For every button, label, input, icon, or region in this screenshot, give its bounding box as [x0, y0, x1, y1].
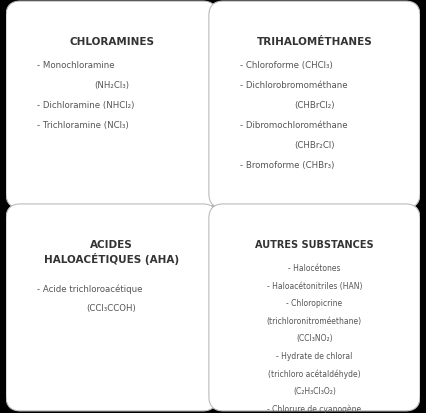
- Text: - Dichloramine (NHCl₂): - Dichloramine (NHCl₂): [37, 101, 135, 110]
- Text: (C₂H₃Cl₃O₂): (C₂H₃Cl₃O₂): [293, 386, 336, 394]
- FancyBboxPatch shape: [6, 204, 217, 411]
- Text: (CHBrCl₂): (CHBrCl₂): [294, 101, 335, 110]
- Text: CHLORAMINES: CHLORAMINES: [69, 37, 154, 47]
- Text: AUTRES SUBSTANCES: AUTRES SUBSTANCES: [255, 240, 374, 249]
- Text: - Dibromochlorométhane: - Dibromochlorométhane: [240, 121, 348, 130]
- Text: (CCl₃CCOH): (CCl₃CCOH): [87, 303, 136, 312]
- Text: - Acide trichloroacétique: - Acide trichloroacétique: [37, 283, 143, 293]
- Text: - Haloacétonitriles (HAN): - Haloacétonitriles (HAN): [267, 281, 362, 290]
- Text: - Halocétones: - Halocétones: [288, 263, 341, 273]
- FancyBboxPatch shape: [6, 2, 217, 209]
- Text: - Dichlorobromométhane: - Dichlorobromométhane: [240, 81, 348, 90]
- Text: ACIDES
HALOACÉTIQUES (AHA): ACIDES HALOACÉTIQUES (AHA): [44, 240, 179, 264]
- Text: - Hydrate de chloral: - Hydrate de chloral: [276, 351, 353, 360]
- Text: - Chlorure de cyanogène: - Chlorure de cyanogène: [268, 403, 362, 413]
- Text: - Monochloramine: - Monochloramine: [37, 61, 115, 70]
- Text: - Trichloramine (NCl₃): - Trichloramine (NCl₃): [37, 121, 129, 130]
- Text: - Chloroforme (CHCl₃): - Chloroforme (CHCl₃): [240, 61, 333, 70]
- Text: (CHBr₂Cl): (CHBr₂Cl): [294, 140, 335, 150]
- Text: (trichloronitroméethane): (trichloronitroméethane): [267, 316, 362, 325]
- Text: (CCl₃NO₂): (CCl₃NO₂): [296, 333, 333, 342]
- Text: (NH₂Cl₃): (NH₂Cl₃): [94, 81, 129, 90]
- Text: TRIHALOMÉTHANES: TRIHALOMÉTHANES: [256, 37, 372, 47]
- Text: (trichloro acétaldéhyde): (trichloro acétaldéhyde): [268, 368, 361, 377]
- FancyBboxPatch shape: [209, 204, 420, 411]
- Text: - Bromoforme (CHBr₃): - Bromoforme (CHBr₃): [240, 160, 334, 169]
- Text: - Chloropicrine: - Chloropicrine: [286, 298, 343, 307]
- FancyBboxPatch shape: [209, 2, 420, 209]
